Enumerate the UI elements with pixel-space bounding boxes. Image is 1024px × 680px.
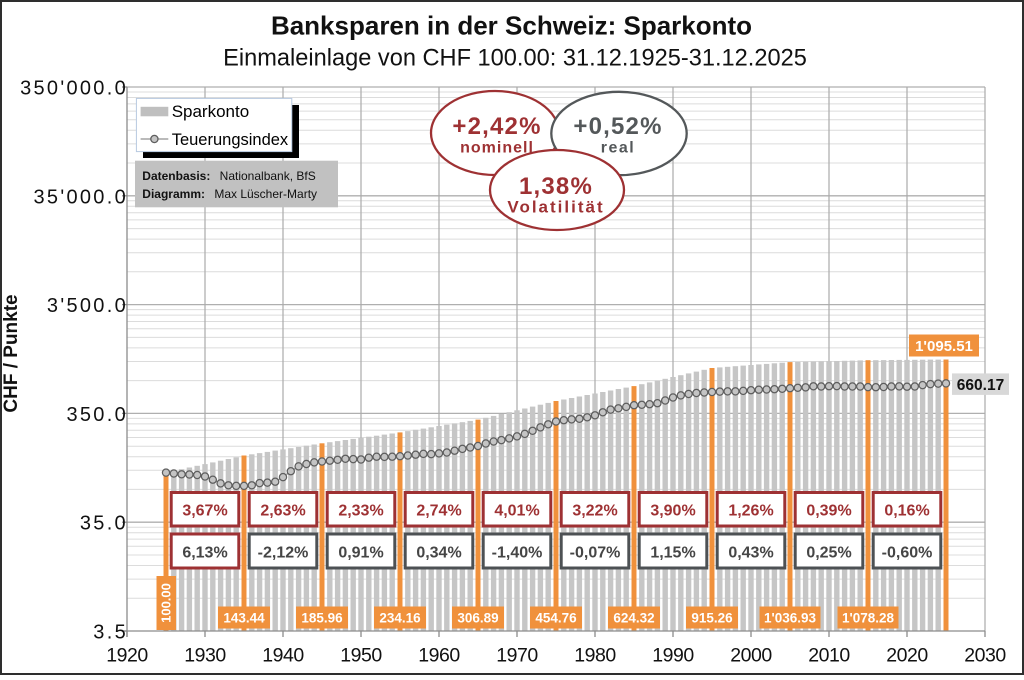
svg-text:-2,12%: -2,12% (258, 545, 309, 562)
svg-text:0,16%: 0,16% (884, 503, 929, 520)
svg-text:Volatilität: Volatilität (507, 198, 604, 217)
svg-text:915.26: 915.26 (691, 611, 733, 626)
svg-text:1970: 1970 (496, 645, 538, 667)
svg-text:35.0: 35.0 (80, 513, 128, 535)
svg-text:2,63%: 2,63% (260, 503, 305, 520)
svg-text:2030: 2030 (964, 645, 1006, 667)
svg-text:454.76: 454.76 (535, 611, 577, 626)
svg-text:143.44: 143.44 (223, 611, 265, 626)
svg-text:CHF / Punkte: CHF / Punkte (1, 294, 22, 412)
svg-text:100.00: 100.00 (159, 583, 174, 623)
svg-text:0,43%: 0,43% (728, 545, 773, 562)
svg-text:-0,07%: -0,07% (570, 545, 621, 562)
svg-text:1990: 1990 (652, 645, 694, 667)
svg-text:Banksparen in der Schweiz: Spa: Banksparen in der Schweiz: Sparkonto (271, 11, 752, 41)
svg-text:2010: 2010 (808, 645, 850, 667)
svg-text:Teuerungsindex: Teuerungsindex (172, 131, 289, 149)
svg-text:+0,52%: +0,52% (573, 113, 662, 140)
svg-text:1,38%: 1,38% (519, 173, 593, 200)
svg-text:35'000.0: 35'000.0 (33, 186, 128, 208)
svg-text:1980: 1980 (574, 645, 616, 667)
svg-text:0,25%: 0,25% (806, 545, 851, 562)
svg-text:0,91%: 0,91% (338, 545, 383, 562)
svg-text:3'500.0: 3'500.0 (47, 295, 128, 317)
svg-text:1,15%: 1,15% (650, 545, 695, 562)
svg-text:3,90%: 3,90% (650, 503, 695, 520)
svg-text:Einmaleinlage von CHF 100.00:: Einmaleinlage von CHF 100.00: 31.12.1925… (223, 45, 807, 71)
svg-text:Sparkonto: Sparkonto (172, 102, 250, 121)
svg-text:2,74%: 2,74% (416, 503, 461, 520)
svg-text:1940: 1940 (262, 645, 304, 667)
svg-text:1920: 1920 (106, 645, 148, 667)
svg-text:350'000.0: 350'000.0 (20, 78, 128, 100)
svg-text:4,01%: 4,01% (494, 503, 539, 520)
svg-text:306.89: 306.89 (457, 611, 498, 626)
svg-text:3,22%: 3,22% (572, 503, 617, 520)
svg-text:2,33%: 2,33% (338, 503, 383, 520)
svg-text:1'036.93: 1'036.93 (764, 611, 817, 626)
svg-text:real: real (601, 140, 635, 157)
svg-text:1'095.51: 1'095.51 (915, 338, 973, 355)
svg-text:Diagramm: Max Lüscher-Marty: Diagramm: Max Lüscher-Marty (142, 187, 317, 201)
svg-text:185.96: 185.96 (301, 611, 343, 626)
svg-text:2000: 2000 (730, 645, 772, 667)
svg-text:+2,42%: +2,42% (452, 113, 541, 140)
svg-text:Datenbasis: Nationalbank, BfS: Datenbasis: Nationalbank, BfS (142, 169, 315, 183)
svg-text:0,39%: 0,39% (806, 503, 851, 520)
svg-text:nominell: nominell (460, 140, 534, 157)
svg-text:1950: 1950 (340, 645, 382, 667)
svg-text:1,26%: 1,26% (728, 503, 773, 520)
svg-text:3.5: 3.5 (93, 622, 128, 644)
svg-text:624.32: 624.32 (613, 611, 654, 626)
svg-text:2020: 2020 (886, 645, 928, 667)
svg-text:6,13%: 6,13% (182, 545, 227, 562)
svg-text:3,67%: 3,67% (182, 503, 227, 520)
svg-text:-0,60%: -0,60% (882, 545, 933, 562)
svg-text:1930: 1930 (184, 645, 226, 667)
svg-text:1'078.28: 1'078.28 (842, 611, 895, 626)
svg-text:0,34%: 0,34% (416, 545, 461, 562)
svg-text:234.16: 234.16 (379, 611, 421, 626)
svg-text:-1,40%: -1,40% (492, 545, 543, 562)
svg-text:1960: 1960 (418, 645, 460, 667)
svg-text:350.0: 350.0 (66, 404, 128, 426)
svg-text:660.17: 660.17 (957, 377, 1004, 394)
